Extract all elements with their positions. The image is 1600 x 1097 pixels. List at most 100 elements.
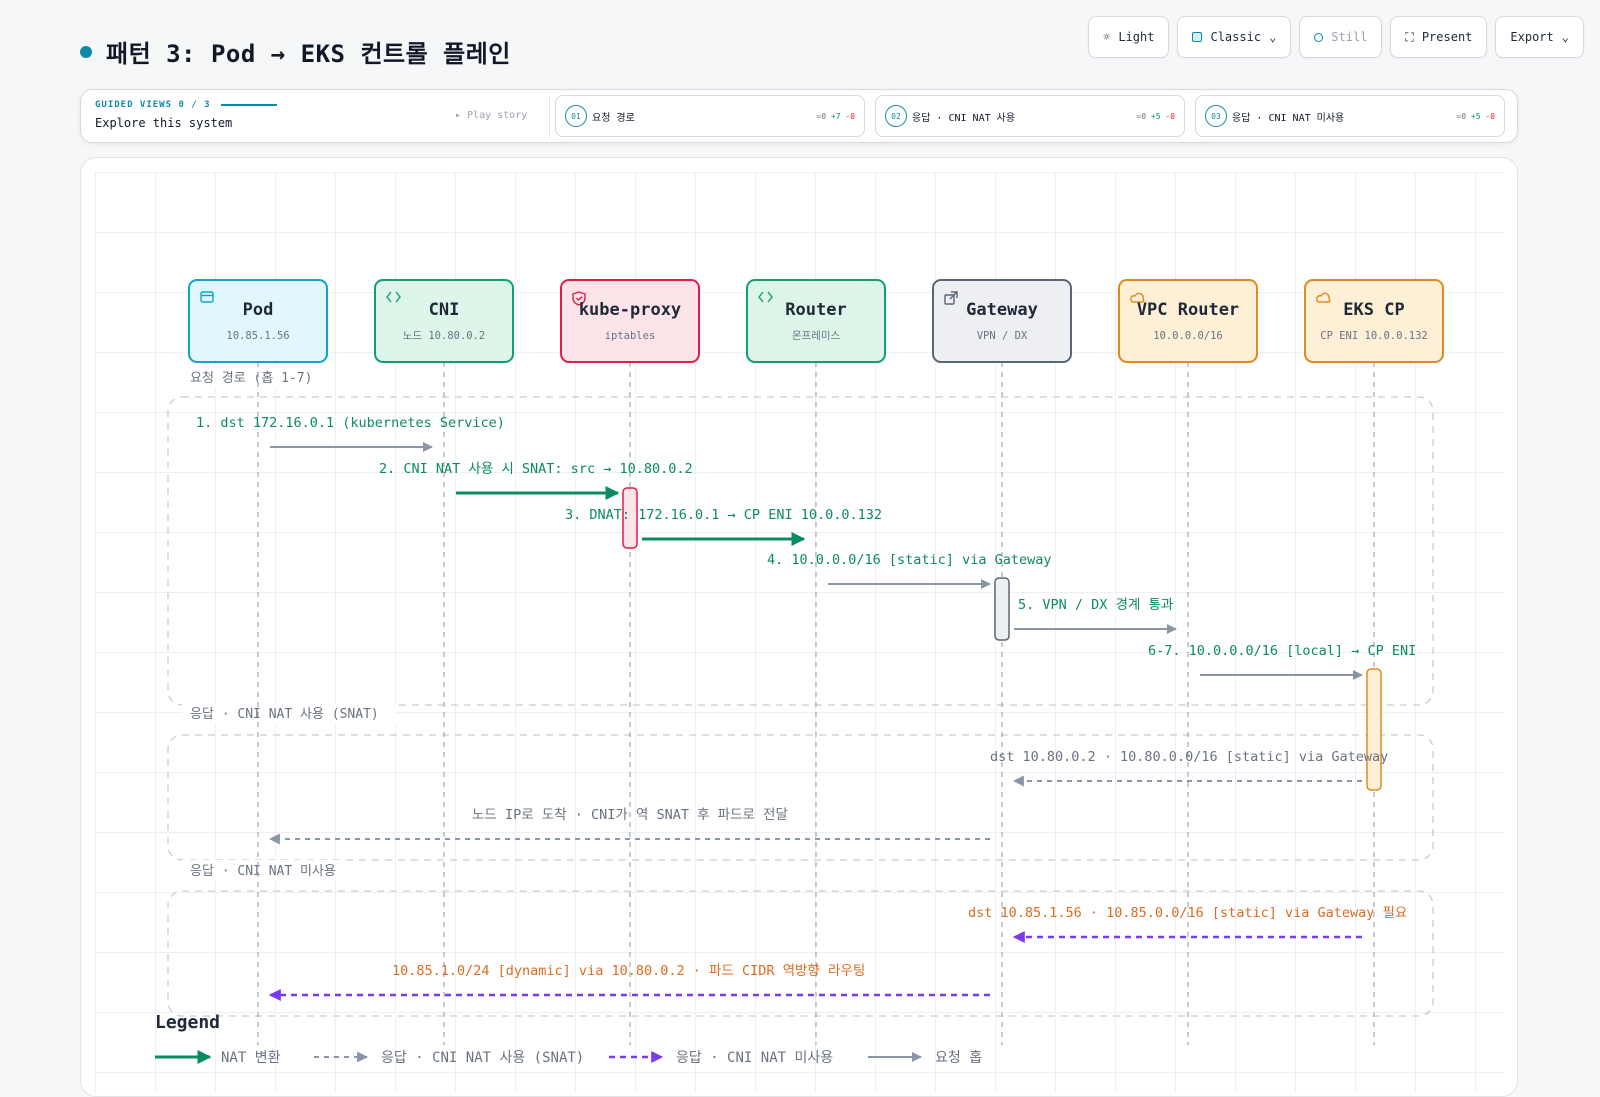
participant-subtitle: iptables [605,330,656,342]
story-stats: =0 +7 -0 [816,111,855,121]
group-label-bg [182,860,342,880]
square-icon [1192,32,1203,42]
participant-subtitle: VPN / DX [977,330,1028,342]
group-label: 요청 경로 (홉 1-7) [190,371,312,386]
message-label: 6-7. 10.0.0.0/16 [local] → CP ENI [1148,643,1416,659]
story-label: 응답 · CNI NAT 미사용 [1232,112,1345,124]
story-card-request[interactable]: 01 요청 경로 =0 +7 -0 [555,95,865,137]
message-label: 1. dst 172.16.0.1 (kubernetes Service) [196,415,505,431]
participant-name: Gateway [966,300,1038,320]
participant-cni[interactable]: CNI 노드 10.80.0.2 [374,279,514,363]
group-label-bg [182,367,315,387]
activation-bar [622,487,638,549]
present-label: Present [1421,30,1473,44]
message-label: 노드 IP로 도착 · CNI가 역 SNAT 후 파드로 전달 [472,807,788,823]
participant-kubeproxy[interactable]: kube-proxy iptables [560,279,700,363]
classic-label: Classic [1210,30,1262,44]
participant-subtitle: 노드 10.80.0.2 [403,330,486,342]
participant-box [188,279,328,363]
sun-icon: ☼ [1103,30,1111,44]
export-label: Export [1510,30,1554,44]
participant-name: EKS CP [1343,300,1404,320]
cloud-icon [1130,292,1145,303]
participant-name: kube-proxy [579,300,681,320]
group-label-bg [182,703,396,723]
play-story-button[interactable]: ▸ Play story [455,110,528,121]
toolbar: ☼ Light Classic ⌄ Still ⛶ Present Export… [1088,16,1584,58]
code-icon [758,291,773,303]
participant-name: Router [785,300,846,320]
story-number: 02 [885,105,907,127]
message-label: dst 10.85.1.56 · 10.85.0.0/16 [static] v… [968,905,1407,921]
guided-views-panel: GUIDED VIEWS 0 / 3 Explore this system ▸… [80,89,1518,143]
participant-gateway[interactable]: Gateway VPN / DX [932,279,1072,363]
message-label: 2. CNI NAT 사용 시 SNAT: src → 10.80.0.2 [379,461,693,477]
fullscreen-icon: ⛶ [1405,29,1414,44]
participant-name: VPC Router [1137,300,1239,320]
story-card-reply-snat[interactable]: 02 응답 · CNI NAT 사용 =0 +5 -0 [875,95,1185,137]
story-stats: =0 +5 -0 [1456,111,1495,121]
guided-views-info: GUIDED VIEWS 0 / 3 Explore this system [95,100,535,130]
participant-subtitle: 10.85.1.56 [226,330,289,342]
legend-label: 응답 · CNI NAT 미사용 [676,1050,833,1066]
guided-views-subtitle: Explore this system [95,116,233,130]
story-label: 응답 · CNI NAT 사용 [912,112,1016,124]
external-link-icon [944,291,958,305]
story-number: 01 [565,105,587,127]
message-label: 4. 10.0.0.0/16 [static] via Gateway [767,552,1051,568]
message-label: 10.85.1.0/24 [dynamic] via 10.80.0.2 · 파… [392,963,865,979]
activation-bar [994,577,1010,641]
chevron-down-icon: ⌄ [1269,30,1277,44]
participant-box [560,279,700,363]
light-label: Light [1118,30,1155,44]
participant-router[interactable]: Router 온프레미스 [746,279,886,363]
participant-vpcrouter[interactable]: VPC Router 10.0.0.0/16 [1118,279,1258,363]
legend-label: 응답 · CNI NAT 사용 (SNAT) [381,1050,584,1066]
message-label: 3. DNAT: 172.16.0.1 → CP ENI 10.0.0.132 [565,507,882,523]
cloud-icon [1316,292,1331,303]
participant-box [932,279,1072,363]
page-title: 패턴 3: Pod → EKS 컨트롤 플레인 [106,40,511,68]
activation-bar [1366,668,1382,791]
group-label: 응답 · CNI NAT 사용 (SNAT) [190,707,379,722]
classic-style-dropdown[interactable]: Classic ⌄ [1177,16,1292,58]
light-theme-button[interactable]: ☼ Light [1088,16,1170,58]
participant-box [1118,279,1258,363]
code-icon [386,291,401,303]
title-dot [80,45,92,58]
divider [549,96,550,138]
still-label: Still [1331,30,1368,44]
story-stats: =0 +5 -0 [1136,111,1175,121]
legend-title: Legend [155,1012,220,1033]
participant-subtitle: CP ENI 10.0.0.132 [1320,330,1427,342]
present-button[interactable]: ⛶ Present [1390,16,1488,58]
participant-subtitle: 10.0.0.0/16 [1153,330,1223,342]
still-toggle-button[interactable]: Still [1299,16,1383,58]
story-card-reply-nonat[interactable]: 03 응답 · CNI NAT 미사용 =0 +5 -0 [1195,95,1505,137]
message-label: 5. VPN / DX 경계 통과 [1018,597,1173,613]
message-label: dst 10.80.0.2 · 10.80.0.0/16 [static] vi… [990,749,1388,765]
legend-label: NAT 변환 [221,1050,281,1066]
participant-pod[interactable]: Pod 10.85.1.56 [188,279,328,363]
guided-progress-bar [220,104,277,106]
story-number: 03 [1205,105,1227,127]
participant-box [1304,279,1444,363]
shield-icon [572,291,586,306]
story-label: 요청 경로 [592,112,635,124]
participant-subtitle: 온프레미스 [792,330,841,342]
guided-views-caption: GUIDED VIEWS 0 / 3 [95,100,535,110]
group-label: 응답 · CNI NAT 미사용 [190,864,336,879]
participant-box [374,279,514,363]
export-dropdown[interactable]: Export ⌄ [1495,16,1584,58]
chevron-down-icon: ⌄ [1561,30,1569,44]
circle-icon [1314,32,1324,42]
participant-box [746,279,886,363]
page-header: 패턴 3: Pod → EKS 컨트롤 플레인 [80,34,511,69]
window-icon [200,291,214,303]
guided-views-count: GUIDED VIEWS 0 / 3 [95,100,211,110]
participant-name: CNI [429,300,460,320]
participant-ekscp[interactable]: EKS CP CP ENI 10.0.0.132 [1304,279,1444,363]
participant-name: Pod [243,300,274,320]
legend-label: 요청 홉 [935,1050,982,1066]
